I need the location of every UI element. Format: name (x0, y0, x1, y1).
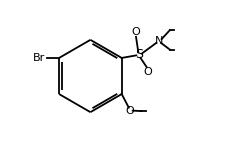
Text: O: O (125, 106, 134, 116)
Text: Br: Br (33, 53, 45, 63)
Text: O: O (142, 67, 151, 77)
Text: N: N (154, 36, 162, 46)
Text: O: O (130, 27, 139, 37)
Text: S: S (134, 48, 142, 61)
